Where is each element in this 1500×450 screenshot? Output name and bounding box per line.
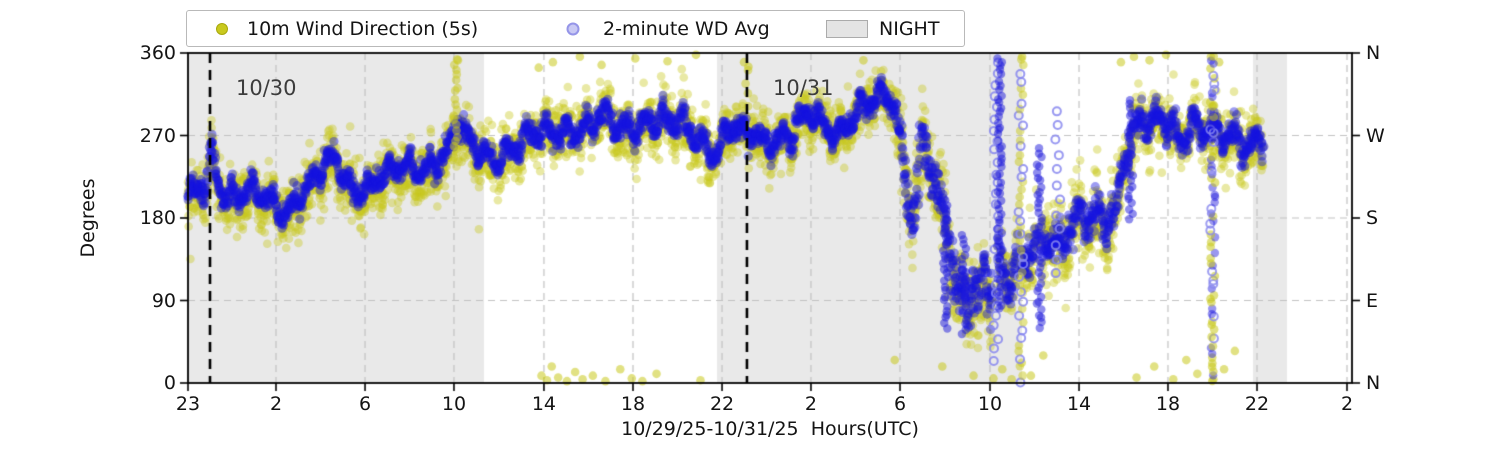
legend-night-patch-icon [826,19,868,38]
date-annotation-1030: 10/30 [236,76,297,100]
x-tick-label: 6 [893,393,907,415]
x-tick-label: 18 [1155,393,1181,415]
x-tick-label: 22 [709,393,735,415]
legend-label-night: NIGHT [879,17,940,40]
x-tick-label: 18 [620,393,646,415]
x-tick-label: 2 [269,393,283,415]
y-axis-label: Degrees [77,178,99,258]
x-tick-label: 2 [804,393,818,415]
y-tick-label: 90 [151,289,176,312]
y-tick-label: 180 [139,207,176,229]
x-tick-label: 22 [1244,393,1270,415]
legend-label-wd-avg: 2-minute WD Avg [603,17,770,40]
x-tick-label: 14 [531,393,557,415]
x-tick-label: 6 [358,393,372,415]
compass-tick-label: S [1366,207,1379,229]
y-tick-label: 0 [163,372,176,394]
x-tick-label: 14 [1066,393,1092,415]
x-tick-label: 23 [175,393,201,415]
compass-tick-label: W [1366,124,1385,147]
date-annotation-1031: 10/31 [773,76,834,100]
x-tick-label: 10 [977,393,1003,415]
compass-tick-label: N [1366,372,1381,394]
legend-lavender-dot-icon [566,22,580,35]
x-tick-label: 10 [441,393,467,415]
x-tick-label: 2 [1340,393,1354,415]
legend: 10m Wind Direction (5s) 2-minute WD Avg … [186,10,965,47]
compass-tick-label: E [1366,289,1379,312]
compass-tick-label: N [1366,42,1381,64]
x-axis-label: 10/29/25-10/31/25 Hours(UTC) [621,418,919,440]
legend-label-wind-direction: 10m Wind Direction (5s) [247,17,479,40]
y-tick-label: 360 [139,42,176,64]
y-tick-label: 270 [139,124,176,147]
legend-yellow-dot-icon [216,22,228,35]
